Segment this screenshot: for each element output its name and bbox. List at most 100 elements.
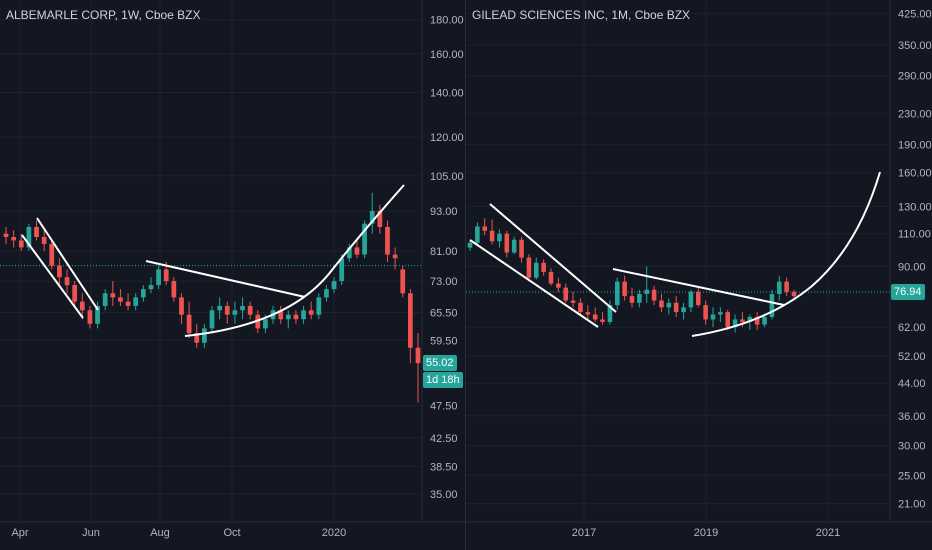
candle-body[interactable] [475, 226, 480, 243]
trend-line-upper[interactable] [489, 203, 617, 313]
candle-body[interactable] [354, 247, 360, 255]
candle-body[interactable] [263, 319, 268, 329]
candle-body[interactable] [489, 230, 495, 242]
left-chart-panel[interactable]: 180.00 160.00 140.00 120.00 105.00 93.00 81.00… [0, 0, 465, 550]
candle-body[interactable] [278, 310, 284, 320]
candle-body[interactable] [3, 233, 9, 238]
candle-body[interactable] [171, 281, 177, 298]
candle-body[interactable] [629, 296, 635, 303]
candle-body[interactable] [791, 291, 797, 297]
candle-body[interactable] [695, 291, 701, 306]
candle-body[interactable] [467, 242, 473, 248]
candle-body[interactable] [377, 210, 383, 227]
candle-body[interactable] [247, 305, 253, 315]
pane-divider[interactable] [465, 0, 466, 550]
candle-body[interactable] [718, 312, 723, 315]
candle-body[interactable] [570, 300, 576, 303]
candle-body[interactable] [34, 226, 39, 238]
candle-body[interactable] [331, 281, 337, 290]
candle-body[interactable] [769, 293, 775, 317]
candle-body[interactable] [285, 314, 291, 320]
candle-body[interactable] [194, 333, 200, 343]
trend-line-resistance[interactable] [612, 268, 785, 306]
candle-body[interactable] [293, 314, 299, 320]
candle-body[interactable] [600, 319, 605, 322]
candle-body[interactable] [681, 307, 686, 313]
candle-body[interactable] [240, 305, 245, 311]
candle-body[interactable] [87, 310, 93, 324]
candle-body[interactable] [140, 289, 146, 298]
candle-body[interactable] [49, 243, 55, 266]
candle-body[interactable] [556, 283, 561, 288]
candle-body[interactable] [563, 287, 569, 301]
candle-body[interactable] [79, 301, 85, 311]
candle-body[interactable] [740, 319, 745, 322]
candle-body[interactable] [369, 210, 375, 224]
candle-body[interactable] [784, 281, 789, 292]
candle-body[interactable] [133, 297, 139, 306]
candle-body[interactable] [497, 233, 502, 242]
candle-body[interactable] [762, 316, 767, 325]
candle-body[interactable] [666, 302, 672, 308]
candle-body[interactable] [754, 316, 760, 325]
candle-body[interactable] [316, 297, 322, 315]
candle-body[interactable] [64, 277, 70, 286]
candle-body[interactable] [232, 310, 238, 315]
trend-line-resistance[interactable] [145, 260, 306, 298]
candle-body[interactable] [11, 237, 16, 241]
candle-body[interactable] [519, 239, 524, 258]
candle-body[interactable] [533, 262, 539, 278]
cup-curve[interactable] [691, 171, 881, 337]
candle-body[interactable] [541, 262, 546, 272]
candle-body[interactable] [415, 347, 421, 364]
candle-body[interactable] [504, 233, 510, 253]
candle-body[interactable] [324, 289, 329, 298]
trend-line-lower[interactable] [469, 239, 599, 328]
candle-body[interactable] [725, 312, 731, 328]
candle-body[interactable] [95, 305, 100, 324]
candle-body[interactable] [644, 289, 650, 294]
right-chart-panel[interactable]: 425.00 350.00 290.00 230.00 190.00 160.00 130.… [466, 0, 932, 550]
candle-body[interactable] [301, 310, 306, 320]
candle-body[interactable] [585, 312, 591, 315]
candle-body[interactable] [614, 281, 620, 306]
candle-body[interactable] [110, 293, 116, 298]
candle-body[interactable] [41, 237, 47, 244]
right-chart-canvas[interactable]: 425.00 350.00 290.00 230.00 190.00 160.00 130.… [466, 0, 932, 550]
candle-body[interactable] [776, 281, 782, 294]
candle-body[interactable] [732, 319, 738, 328]
candle-body[interactable] [511, 239, 517, 253]
candle-body[interactable] [339, 258, 345, 282]
candle-body[interactable] [392, 254, 398, 259]
candle-body[interactable] [710, 314, 716, 320]
candle-body[interactable] [179, 297, 184, 315]
candle-body[interactable] [673, 302, 679, 313]
candle-body[interactable] [622, 281, 627, 297]
candle-body[interactable] [703, 305, 708, 320]
candle-body[interactable] [385, 226, 390, 255]
candle-body[interactable] [57, 265, 62, 278]
candle-body[interactable] [688, 291, 694, 308]
candle-body[interactable] [578, 302, 583, 313]
candle-body[interactable] [548, 271, 554, 284]
trend-line-upper[interactable] [36, 217, 99, 311]
candle-body[interactable] [148, 285, 154, 290]
candle-body[interactable] [163, 269, 169, 282]
candle-body[interactable] [125, 301, 131, 306]
candle-body[interactable] [362, 223, 367, 255]
candle-body[interactable] [217, 305, 222, 311]
candle-body[interactable] [308, 310, 314, 315]
candle-body[interactable] [209, 310, 215, 329]
candle-body[interactable] [346, 247, 352, 259]
candle-body[interactable] [72, 285, 78, 302]
candle-body[interactable] [224, 305, 230, 315]
candle-body[interactable] [202, 328, 207, 343]
candle-body[interactable] [607, 305, 613, 322]
candle-body[interactable] [592, 314, 598, 320]
candle-body[interactable] [637, 293, 642, 303]
candle-body[interactable] [482, 226, 488, 231]
trend-line-lower[interactable] [21, 234, 84, 319]
candle-body[interactable] [156, 269, 161, 286]
candle-body[interactable] [659, 300, 664, 308]
candle-body[interactable] [102, 293, 108, 306]
